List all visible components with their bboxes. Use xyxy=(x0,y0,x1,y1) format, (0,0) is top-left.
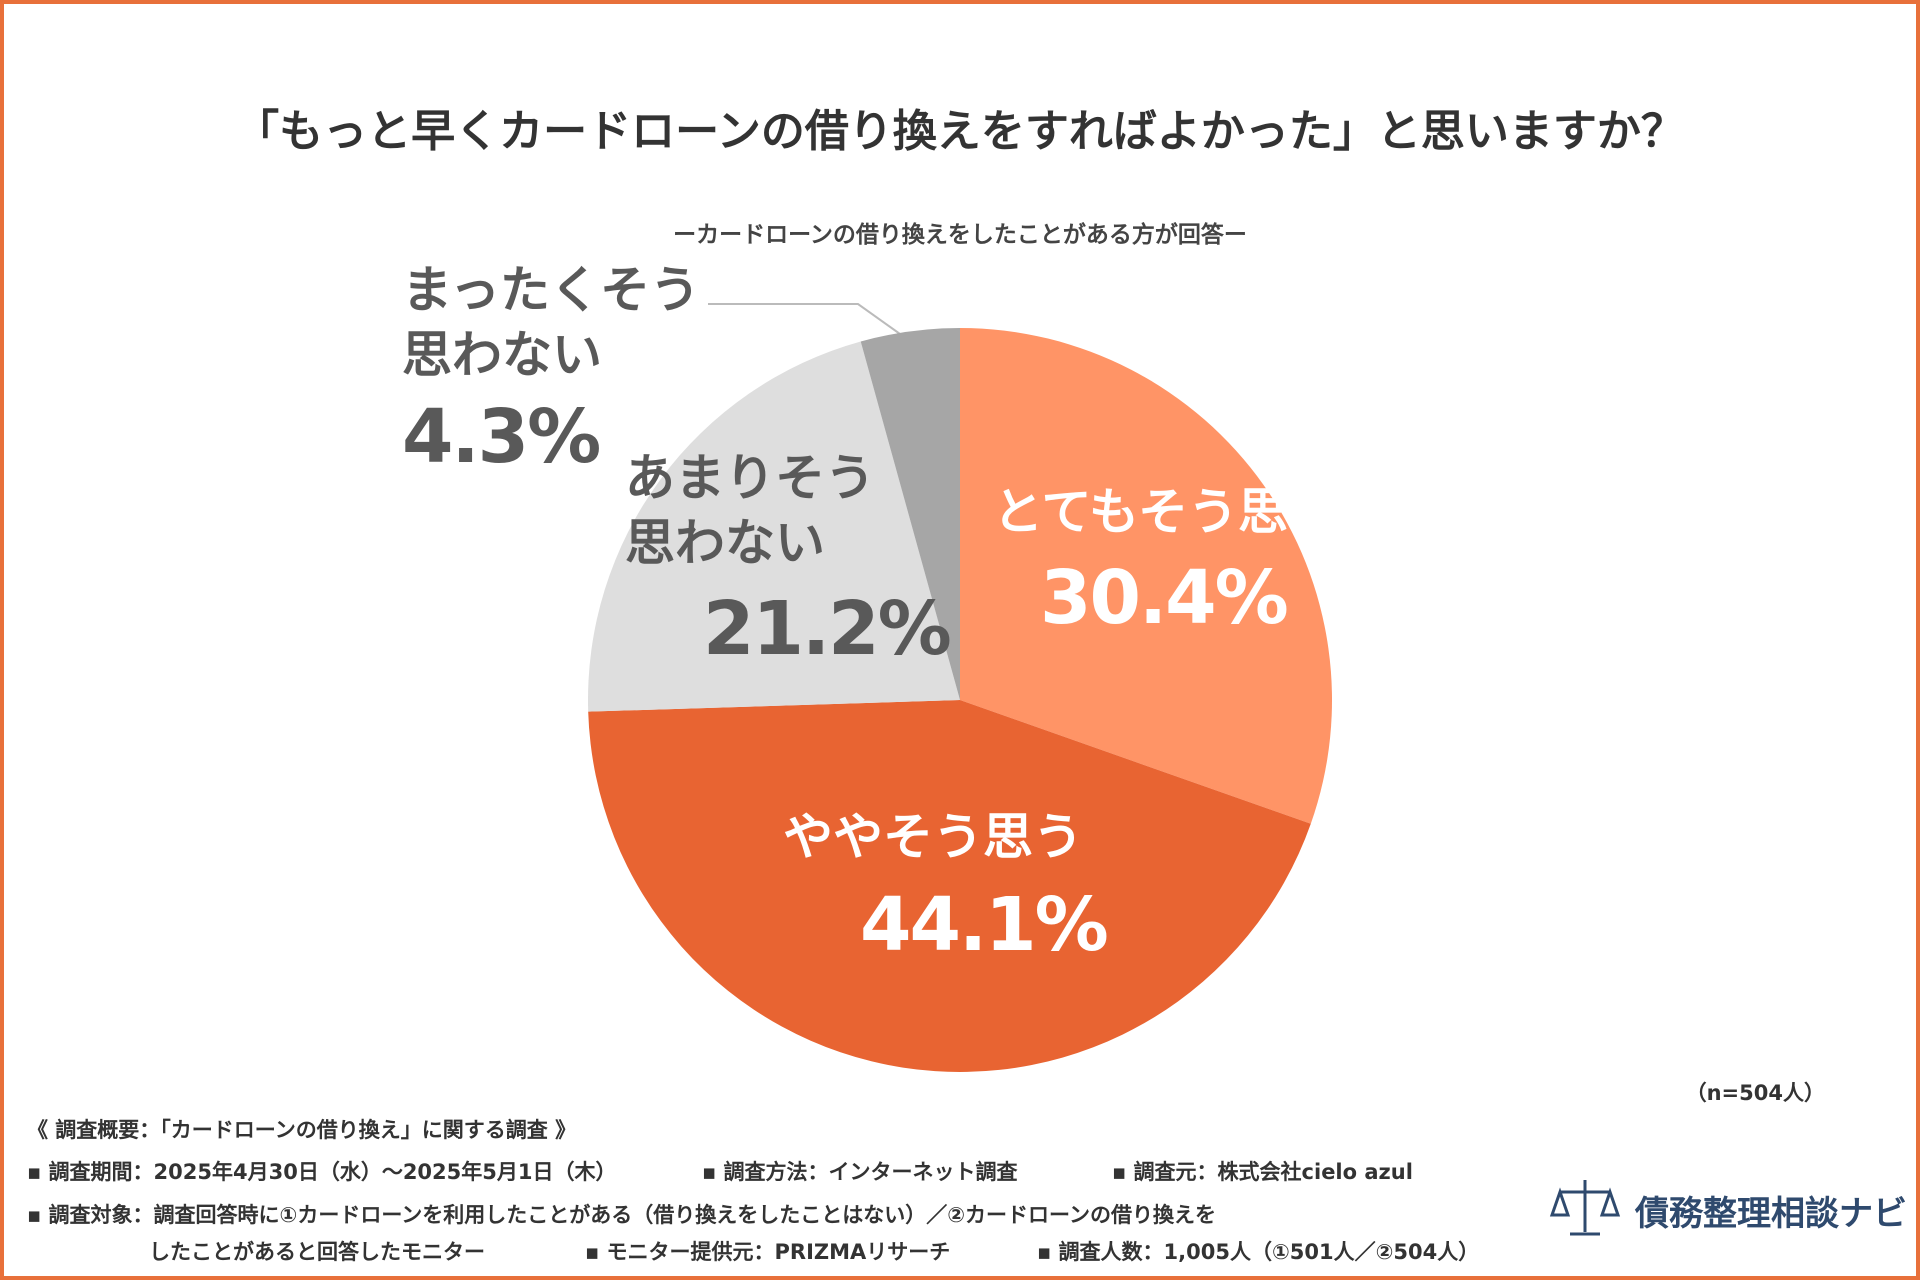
value-label: 30.4% xyxy=(1040,555,1289,641)
brand-icon xyxy=(1549,1180,1621,1236)
chart-subtitle: ーカードローンの借り換えをしたことがある方が回答ー xyxy=(673,222,1247,248)
slice-label: とてもそう思う xyxy=(993,483,1338,541)
pie-slice xyxy=(587,341,960,712)
sample-size: （n=504人） xyxy=(1685,1081,1825,1105)
value-label: 21.2% xyxy=(703,586,952,672)
slice-label: あまりそう思わない xyxy=(625,449,875,572)
value-label: 44.1% xyxy=(860,882,1109,968)
survey-item: ▪ 調査元：株式会社cielo azul xyxy=(1112,1160,1413,1184)
survey-item: ▪ 調査期間：2025年4月30日（水）～2025年5月1日（木） xyxy=(27,1160,617,1184)
slice-label: ややそう思う xyxy=(783,808,1083,866)
pie-slice xyxy=(860,328,960,700)
survey-item: ▪ 調査対象：調査回答時に①カードローンを利用したことがある（借り換えをしたこと… xyxy=(27,1203,1216,1227)
chart-title: 「もっと早くカードローンの借り換えをすればよかった」と思いますか？ xyxy=(235,106,1685,157)
pie-slice xyxy=(588,700,1311,1073)
leader-line xyxy=(708,303,901,335)
brand: 債務整理相談ナビ xyxy=(1635,1194,1907,1234)
pie-slice xyxy=(960,328,1332,824)
survey-item: したことがあると回答したモニター xyxy=(149,1240,485,1264)
value-label: 4.3% xyxy=(402,394,601,480)
survey-item: ▪ モニター提供元：PRIZMAリサーチ xyxy=(585,1240,951,1264)
survey-heading: 《 調査概要：「カードローンの借り換え」に関する調査 》 xyxy=(27,1118,577,1142)
slice-label: まったくそう思わない xyxy=(402,261,700,384)
survey-item: ▪ 調査人数：1,005人（①501人／②504人） xyxy=(1037,1240,1480,1264)
survey-item: ▪ 調査方法：インターネット調査 xyxy=(702,1160,1018,1184)
